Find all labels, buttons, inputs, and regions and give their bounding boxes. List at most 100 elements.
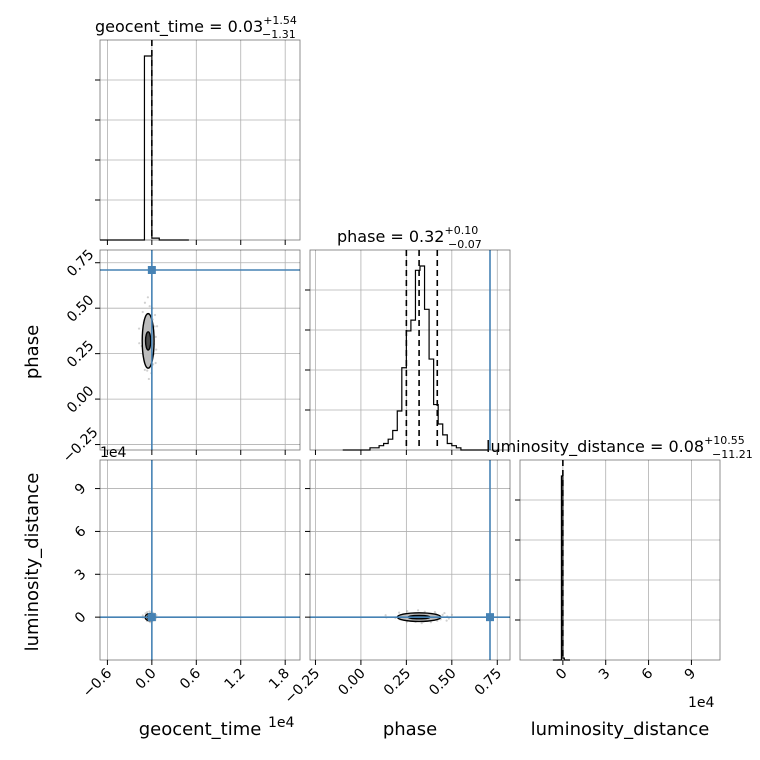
panel-frame xyxy=(99,249,301,451)
tick-label-y-phase: 0.75 xyxy=(64,247,97,280)
title-luminosity-distance-minus: −11.21 xyxy=(712,448,753,461)
sample-point xyxy=(433,610,436,614)
tick-label-x-luminosity_distance: 9 xyxy=(682,666,700,684)
sample-point xyxy=(137,327,141,330)
panel-frame xyxy=(309,249,511,451)
ylabel-phase: phase xyxy=(22,325,43,379)
title-phase-minus: −0.07 xyxy=(448,238,482,251)
sample-point xyxy=(423,610,426,613)
tick-label-x-luminosity_distance: 6 xyxy=(639,665,657,683)
hist-panel-luminosity_distance: 0 3 6 9 xyxy=(515,459,721,684)
title-geocent-time-equals: = xyxy=(204,17,228,36)
title-geocent-time-median: 0.03 xyxy=(228,17,264,36)
xlabel-phase: phase xyxy=(383,719,437,740)
offset-text-luminosity-distance-x: 1e4 xyxy=(688,695,715,711)
panels: 0 3 6 9−0.250.000.250.500.75−0.6 0.0 0.6 1.2 1.… xyxy=(60,39,721,707)
tick-label-x-geocent_time: 1.2 xyxy=(222,666,249,693)
title-luminosity-distance-median: 0.08 xyxy=(668,437,704,456)
sample-point xyxy=(143,368,146,371)
tick-label-y-phase: 0.25 xyxy=(64,338,97,371)
xlabel-geocent-time: geocent_time xyxy=(139,719,262,740)
title-geocent-time-plus: +1.54 xyxy=(263,14,297,27)
xlabel-luminosity-distance: luminosity_distance xyxy=(531,719,710,740)
title-luminosity-distance-equals: = xyxy=(645,437,669,456)
tick-label-x-phase: 0.75 xyxy=(472,666,505,699)
sample-point xyxy=(148,305,151,308)
tick-label-y-luminosity_distance: 6 xyxy=(72,523,90,541)
title-phase-equals: = xyxy=(385,227,409,246)
title-phase-label: phase xyxy=(337,227,385,246)
panel-frame xyxy=(309,459,511,661)
title-phase-plus: +0.10 xyxy=(444,224,478,237)
sample-point xyxy=(443,611,446,615)
sample-point xyxy=(384,614,387,617)
histogram-luminosity_distance xyxy=(552,475,570,661)
sample-point xyxy=(420,622,423,625)
contour-inner xyxy=(144,331,152,351)
tick-label-x-phase: 0.50 xyxy=(426,666,459,699)
panel-frame xyxy=(99,39,301,241)
tick-label-x-phase: 0.00 xyxy=(335,666,368,699)
sample-point xyxy=(450,613,454,616)
sample-point xyxy=(441,613,444,616)
sample-point xyxy=(429,621,432,624)
truth-marker xyxy=(486,613,494,622)
sample-point xyxy=(155,325,159,328)
sample-point xyxy=(149,621,152,624)
title-luminosity-distance-plus: +10.55 xyxy=(704,434,745,447)
sample-point xyxy=(141,310,144,314)
sample-point xyxy=(155,348,158,351)
sample-point xyxy=(147,377,150,381)
sample-point xyxy=(398,611,401,614)
tick-label-y-phase: 0.50 xyxy=(64,292,97,325)
tick-label-y-phase: 0.00 xyxy=(64,383,97,416)
tick-label-y-luminosity_distance: 9 xyxy=(72,480,90,498)
tick-label-y-luminosity_distance: 0 xyxy=(72,609,90,627)
tick-label-x-geocent_time: 0.6 xyxy=(177,665,204,692)
sample-point xyxy=(154,335,157,338)
histogram-phase xyxy=(342,265,489,451)
tick-label-x-luminosity_distance: 0 xyxy=(553,666,571,684)
histogram-geocent_time xyxy=(100,55,189,241)
panel-frame xyxy=(99,459,301,661)
sample-point xyxy=(153,313,157,317)
sample-point xyxy=(141,614,144,617)
axis-labels: phase luminosity_distance geocent_time p… xyxy=(22,325,715,740)
tick-label-x-geocent_time: 0.0 xyxy=(133,666,160,693)
title-luminosity-distance: luminosity_distance = 0.08+10.55 −11.21 xyxy=(486,434,753,461)
sample-point xyxy=(146,369,149,372)
sample-point xyxy=(417,609,420,612)
scatter-panel-phase-vs-geocent_time: −0.25 0.00 0.25 0.50 0.75 xyxy=(60,247,301,466)
tick-label-x-luminosity_distance: 3 xyxy=(596,666,614,684)
offset-text-luminosity-distance-y: 1e4 xyxy=(100,445,127,461)
panel-frame xyxy=(519,459,721,661)
hist-panel-phase xyxy=(305,249,511,455)
title-luminosity-distance-label: luminosity_distance xyxy=(486,437,645,457)
title-phase-median: 0.32 xyxy=(409,227,445,246)
sample-point xyxy=(144,612,147,615)
truth-marker xyxy=(147,613,156,622)
offset-text-geocent-time-x: 1e4 xyxy=(268,715,295,731)
sample-point xyxy=(138,342,141,345)
truth-marker xyxy=(147,266,156,274)
scatter-panel-luminosity_distance-vs-phase: −0.25 0.00 0.25 0.50 0.75 xyxy=(282,459,511,707)
sample-point xyxy=(148,610,151,613)
tick-label-y-phase: −0.25 xyxy=(60,424,102,466)
tick-label-x-geocent_time: −0.6 xyxy=(80,665,115,700)
sample-point xyxy=(406,610,409,613)
sample-point xyxy=(445,619,448,622)
title-geocent-time-label: geocent_time xyxy=(95,17,204,37)
tick-label-x-phase: 0.25 xyxy=(381,666,414,699)
sample-point xyxy=(153,325,156,328)
title-phase: phase = 0.32+0.10 −0.07 xyxy=(337,224,482,251)
hist-panel-geocent_time xyxy=(95,39,301,245)
ylabel-luminosity-distance: luminosity_distance xyxy=(22,473,43,652)
sample-point xyxy=(447,617,450,620)
sample-point xyxy=(143,301,147,304)
title-geocent-time-minus: −1.31 xyxy=(262,28,296,41)
sample-point xyxy=(154,361,157,365)
sample-point xyxy=(146,611,149,614)
tick-label-y-luminosity_distance: 3 xyxy=(72,566,90,584)
